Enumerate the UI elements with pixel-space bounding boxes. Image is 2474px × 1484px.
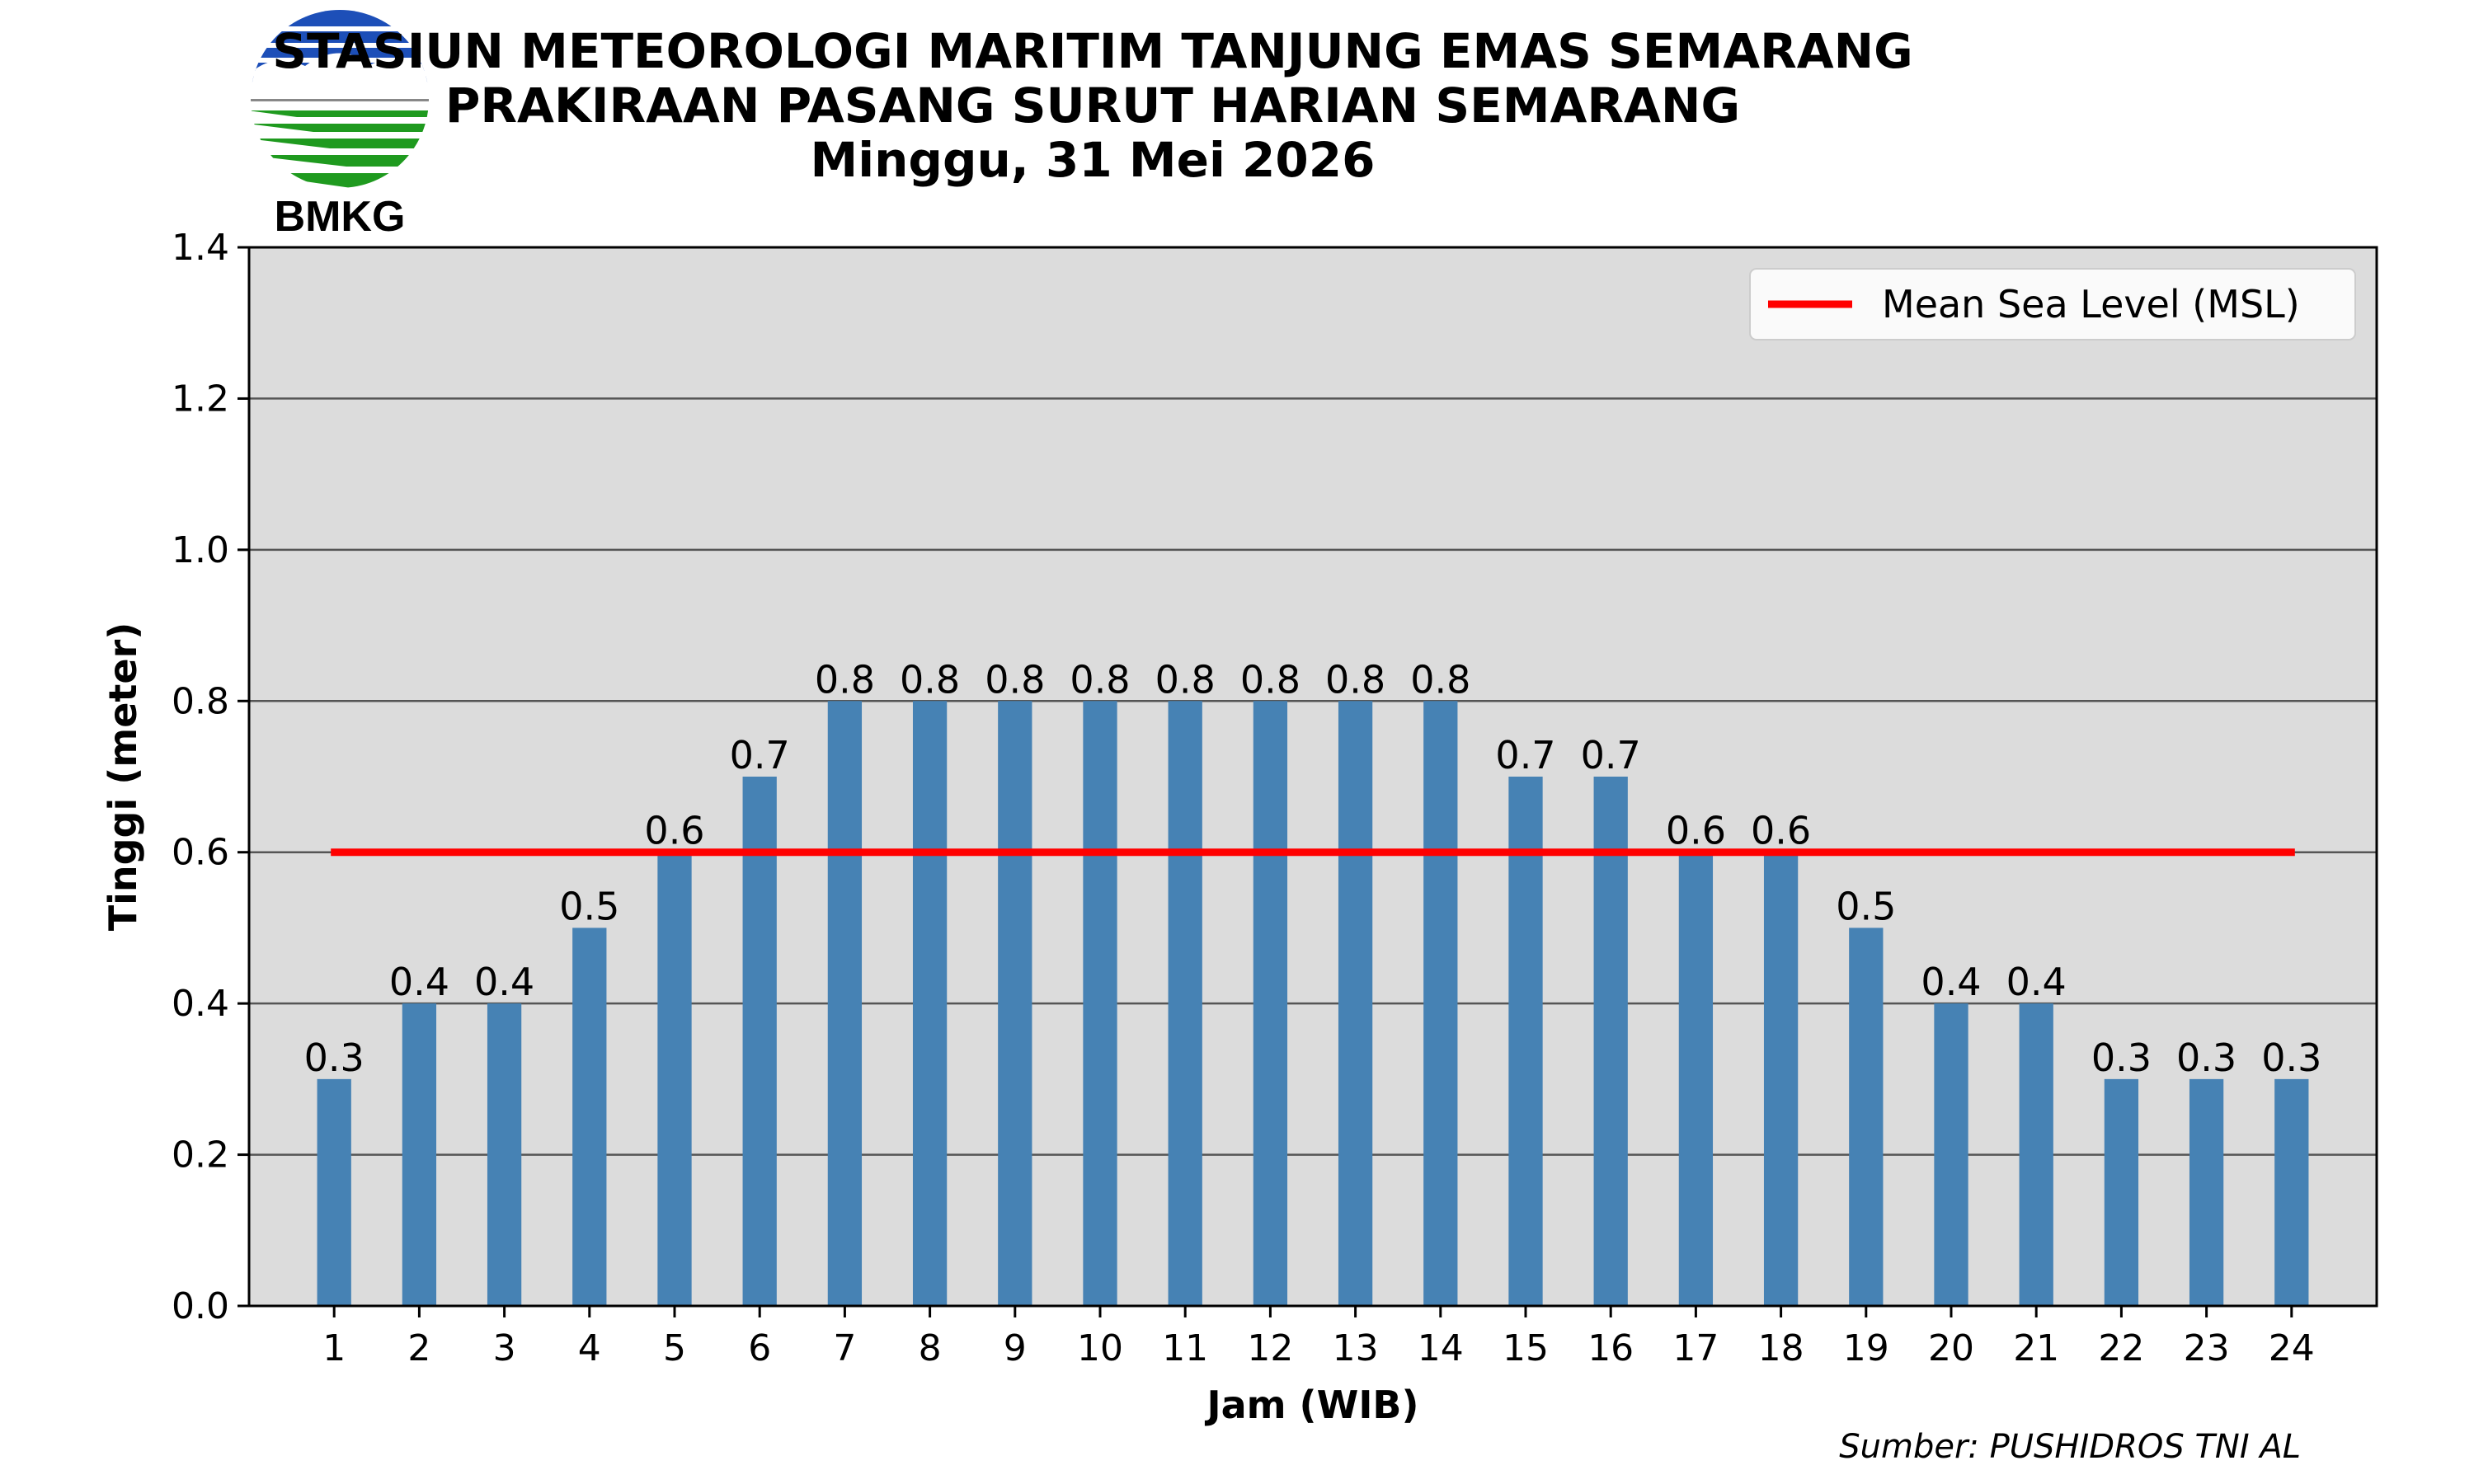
y-tick-label: 0.6 <box>172 832 229 874</box>
y-tick-label: 1.4 <box>172 227 229 269</box>
bar <box>1168 701 1202 1306</box>
bar <box>402 1003 437 1306</box>
bar <box>1423 701 1458 1306</box>
bar-value-label: 0.7 <box>1495 733 1555 777</box>
x-tick-label: 8 <box>919 1327 942 1369</box>
bar <box>572 928 607 1306</box>
bar <box>1253 701 1288 1306</box>
bar <box>1849 928 1884 1306</box>
x-tick-label: 14 <box>1418 1327 1464 1369</box>
bar-value-label: 0.8 <box>985 657 1045 702</box>
x-tick-label: 12 <box>1247 1327 1293 1369</box>
x-tick-label: 6 <box>748 1327 771 1369</box>
bar <box>1593 777 1628 1306</box>
x-axis-label: Jam (WIB) <box>1204 1383 1418 1427</box>
bar-value-label: 0.6 <box>1751 809 1811 853</box>
bar-value-label: 0.4 <box>389 960 449 1004</box>
bar <box>1934 1003 1968 1306</box>
title-line2: PRAKIRAAN PASANG SURUT HARIAN SEMARANG <box>445 77 1740 134</box>
bar-value-label: 0.4 <box>2006 960 2067 1004</box>
bar <box>1083 701 1117 1306</box>
bar-value-label: 0.3 <box>2091 1036 2152 1080</box>
bar-value-label: 0.8 <box>1070 657 1130 702</box>
y-tick-label: 0.2 <box>172 1134 229 1176</box>
x-tick-label: 11 <box>1162 1327 1208 1369</box>
x-tick-label: 23 <box>2184 1327 2230 1369</box>
bar-value-label: 0.6 <box>644 809 704 853</box>
x-tick-label: 3 <box>493 1327 516 1369</box>
bar-value-label: 0.3 <box>2261 1036 2321 1080</box>
bar <box>2274 1078 2309 1306</box>
x-tick-label: 13 <box>1333 1327 1379 1369</box>
bar <box>998 701 1032 1306</box>
bar-value-label: 0.8 <box>1155 657 1216 702</box>
bar <box>1508 777 1543 1306</box>
legend-entry-msl: Mean Sea Level (MSL) <box>1882 282 2300 326</box>
bar-value-label: 0.5 <box>559 884 619 928</box>
x-tick-label: 9 <box>1004 1327 1027 1369</box>
x-tick-label: 5 <box>663 1327 686 1369</box>
bar-value-label: 0.3 <box>304 1036 365 1080</box>
bar <box>487 1003 522 1306</box>
x-tick-label: 10 <box>1077 1327 1123 1369</box>
bar <box>2104 1078 2139 1306</box>
y-tick-label: 0.4 <box>172 983 229 1025</box>
logo-text: BMKG <box>275 193 406 241</box>
bars-group <box>317 701 2309 1306</box>
x-tick-label: 19 <box>1843 1327 1889 1369</box>
bar-value-label: 0.3 <box>2176 1036 2236 1080</box>
source-note: Sumber: PUSHIDROS TNI AL <box>1839 1428 2301 1466</box>
bar-value-label: 0.8 <box>900 657 960 702</box>
title-line3: Minggu, 31 Mei 2026 <box>811 132 1376 188</box>
x-tick-label: 4 <box>578 1327 601 1369</box>
x-tick-label: 16 <box>1587 1327 1634 1369</box>
bar-value-label: 0.7 <box>1581 733 1641 777</box>
bar-value-label: 0.8 <box>1240 657 1300 702</box>
bar <box>742 777 777 1306</box>
x-tick-label: 7 <box>833 1327 856 1369</box>
bar <box>317 1078 351 1306</box>
x-tick-label: 24 <box>2269 1327 2315 1369</box>
x-tick-label: 18 <box>1758 1327 1804 1369</box>
bar <box>2019 1003 2053 1306</box>
y-tick-label: 0.0 <box>172 1285 229 1327</box>
bar <box>2189 1078 2224 1306</box>
plot-area <box>249 247 2377 1306</box>
bar <box>912 701 948 1306</box>
bar-value-label: 0.4 <box>1921 960 1981 1004</box>
bar <box>827 701 863 1306</box>
legend: Mean Sea Level (MSL) <box>1749 268 2356 340</box>
bar <box>1763 852 1799 1306</box>
x-tick-label: 20 <box>1928 1327 1974 1369</box>
bar-labels-group: 0.3 0.4 0.4 0.5 0.6 0.7 0.8 0.8 0.8 0.8 0.8 0.8 0.8 0… <box>304 657 2322 1080</box>
x-tick-label: 2 <box>407 1327 430 1369</box>
bar-value-label: 0.8 <box>1410 657 1470 702</box>
bar <box>1338 701 1373 1306</box>
bar-value-label: 0.5 <box>1836 884 1896 928</box>
x-tick-label: 15 <box>1503 1327 1549 1369</box>
bar <box>657 852 692 1306</box>
y-tick-label: 1.2 <box>172 378 229 420</box>
bar-value-label: 0.6 <box>1666 809 1726 853</box>
x-axis-ticks: 1 2 3 4 5 6 7 8 9 10 11 12 13 14 15 16 17 18 19 20 21 22 23 24 <box>322 1306 2315 1369</box>
y-tick-label: 0.8 <box>172 680 229 722</box>
x-tick-label: 21 <box>2013 1327 2059 1369</box>
bar <box>1678 852 1714 1306</box>
bar-value-label: 0.4 <box>474 960 534 1004</box>
title-line1: STASIUN METEOROLOGI MARITIM TANJUNG EMAS… <box>272 23 1913 79</box>
bar-value-label: 0.7 <box>730 733 790 777</box>
x-tick-label: 1 <box>322 1327 346 1369</box>
plot-frame <box>247 246 2378 1308</box>
legend-box <box>1749 268 2356 340</box>
y-axis-ticks: 0.0 0.2 0.4 0.6 0.8 1.0 1.2 1.4 <box>172 227 249 1327</box>
y-tick-label: 1.0 <box>172 529 229 571</box>
x-tick-label: 17 <box>1672 1327 1719 1369</box>
y-axis-label: Tinggi (meter) <box>101 622 145 932</box>
bar-value-label: 0.8 <box>1325 657 1385 702</box>
bar-value-label: 0.8 <box>815 657 875 702</box>
x-tick-label: 22 <box>2098 1327 2144 1369</box>
